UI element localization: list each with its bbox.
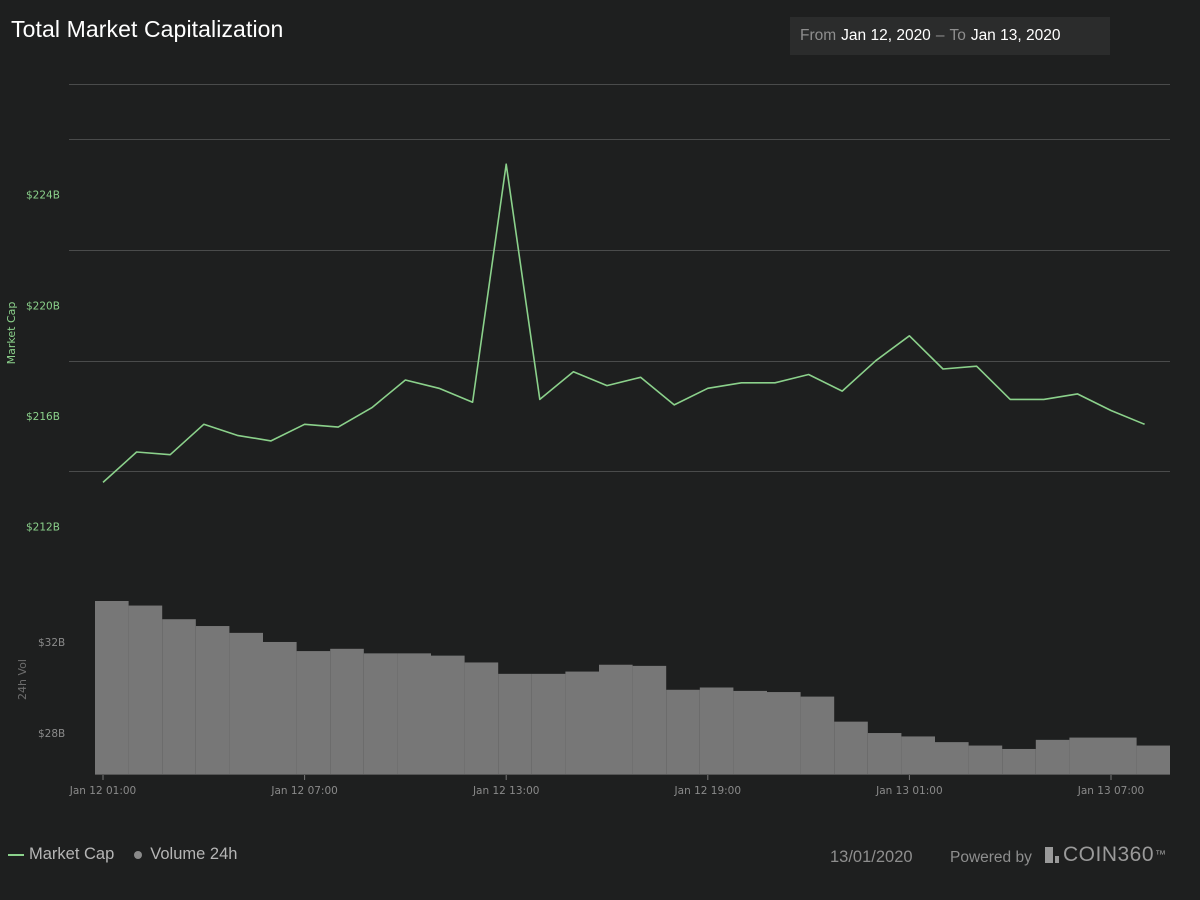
volume-bar (263, 641, 297, 774)
volume-bar (699, 687, 734, 774)
volume-bar (531, 673, 566, 774)
volume-bar (195, 626, 230, 774)
from-date[interactable]: Jan 12, 2020 (841, 27, 931, 44)
to-date[interactable]: Jan 13, 2020 (970, 27, 1061, 44)
volume-bar (1002, 748, 1036, 774)
x-tick-label: Jan 12 01:00 (69, 785, 136, 797)
volume-tick-label: $32B (38, 637, 65, 649)
date-range-picker[interactable]: From Jan 12, 2020 – To Jan 13, 2020 (790, 17, 1110, 55)
legend-item-volume[interactable]: Volume 24h (150, 845, 238, 863)
powered-by-text: Powered by (950, 849, 1032, 866)
volume-bar (296, 651, 331, 774)
volume-bar (431, 655, 465, 774)
x-tick-label: Jan 12 13:00 (472, 785, 539, 797)
price-tick-label: $224B (26, 190, 60, 202)
price-tick-label: $212B (26, 522, 60, 534)
volume-bar (901, 736, 935, 774)
volume-bar (968, 745, 1003, 774)
volume-bar (599, 664, 633, 774)
trademark-symbol: ™ (1155, 849, 1167, 861)
volume-bar (464, 662, 499, 774)
legend: Market Cap Volume 24h (8, 845, 237, 864)
volume-bar (666, 689, 700, 774)
coin360-logo-icon (1045, 847, 1059, 863)
legend-item-market-cap[interactable]: Market Cap (29, 845, 115, 863)
volume-tick-label: $28B (38, 728, 65, 740)
volume-bar (95, 601, 129, 774)
volume-bar (565, 671, 599, 774)
range-separator: – (935, 27, 945, 44)
volume-bar (128, 605, 163, 774)
volume-bar (935, 742, 969, 774)
volume-legend-dot-icon (134, 850, 143, 859)
from-label: From (800, 27, 837, 44)
volume-axis-title: 24h Vol (16, 659, 29, 700)
to-label: To (949, 27, 966, 44)
footer-date: 13/01/2020 (830, 848, 913, 866)
volume-bar (1069, 737, 1103, 774)
volume-bar (363, 653, 398, 774)
volume-bar (800, 696, 835, 774)
market-cap-chart: $212B $216B $220B $224B Market Cap $28B $32B 24… (5, 84, 1170, 797)
volume-bar (330, 648, 364, 774)
x-tick-label: Jan 12 19:00 (674, 785, 741, 797)
volume-bar (767, 692, 801, 774)
volume-bar (498, 673, 532, 774)
market-cap-line (102, 163, 1145, 483)
volume-bar (1136, 745, 1170, 774)
volume-bar (867, 733, 902, 774)
volume-bar (1103, 737, 1137, 774)
x-tick-label: Jan 12 07:00 (270, 785, 337, 797)
volume-bar (733, 690, 767, 774)
volume-bar (1035, 739, 1070, 774)
price-axis-title: Market Cap (5, 302, 18, 365)
chart-title: Total Market Capitalization (11, 16, 284, 42)
market-cap-legend-swatch (8, 853, 24, 856)
volume-bar (397, 653, 431, 774)
volume-bar (834, 721, 868, 774)
price-tick-label: $220B (26, 300, 60, 312)
volume-bar (229, 632, 263, 774)
x-tick-label: Jan 13 01:00 (875, 785, 942, 797)
volume-bar (162, 619, 196, 774)
price-tick-label: $216B (26, 411, 60, 423)
volume-bar (632, 665, 667, 774)
coin360-logo[interactable]: COIN360 ™ (1045, 843, 1167, 867)
x-tick-label: Jan 13 07:00 (1077, 785, 1144, 797)
brand-name: COIN360 (1063, 843, 1155, 866)
